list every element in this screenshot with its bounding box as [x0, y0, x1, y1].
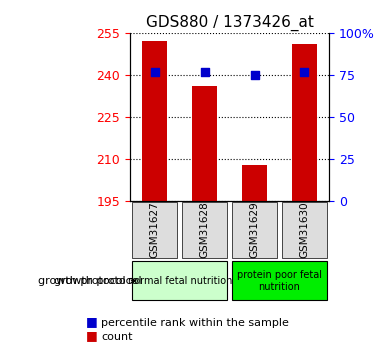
FancyBboxPatch shape	[282, 203, 327, 258]
Text: GSM31628: GSM31628	[200, 202, 210, 258]
FancyBboxPatch shape	[132, 261, 227, 300]
Text: ■: ■	[86, 328, 98, 342]
Bar	[192, 86, 217, 201]
Point	[202, 69, 208, 75]
FancyBboxPatch shape	[182, 203, 227, 258]
Bar	[242, 165, 267, 201]
FancyBboxPatch shape	[232, 203, 277, 258]
Text: percentile rank within the sample: percentile rank within the sample	[101, 318, 289, 328]
Text: normal fetal nutrition: normal fetal nutrition	[128, 276, 232, 286]
Point	[252, 72, 258, 78]
Text: count: count	[101, 332, 133, 342]
Title: GDS880 / 1373426_at: GDS880 / 1373426_at	[146, 15, 314, 31]
Text: GSM31629: GSM31629	[250, 202, 260, 258]
Text: protein poor fetal
nutrition: protein poor fetal nutrition	[237, 270, 322, 292]
Text: growth protocol: growth protocol	[54, 276, 142, 286]
Text: GSM31630: GSM31630	[300, 202, 309, 258]
Point	[152, 69, 158, 75]
FancyBboxPatch shape	[232, 261, 327, 300]
FancyBboxPatch shape	[132, 203, 177, 258]
Bar	[292, 44, 317, 201]
Text: growth protocol: growth protocol	[38, 276, 135, 286]
Point	[301, 69, 308, 75]
Text: GSM31627: GSM31627	[150, 202, 160, 258]
Text: ■: ■	[86, 315, 98, 328]
Bar	[142, 41, 167, 201]
